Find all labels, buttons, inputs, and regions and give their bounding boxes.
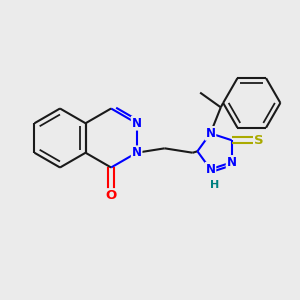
- Text: N: N: [226, 156, 237, 169]
- Text: O: O: [106, 189, 117, 202]
- Text: N: N: [132, 146, 142, 159]
- Text: N: N: [206, 127, 215, 140]
- Text: N: N: [132, 117, 142, 130]
- Text: S: S: [254, 134, 263, 147]
- Text: H: H: [210, 180, 219, 190]
- Text: N: N: [206, 163, 215, 176]
